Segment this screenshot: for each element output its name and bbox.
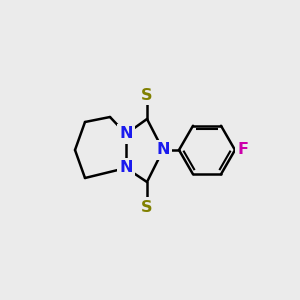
- Text: S: S: [141, 88, 153, 103]
- Text: N: N: [119, 127, 133, 142]
- Text: N: N: [119, 160, 133, 175]
- Text: N: N: [156, 142, 170, 158]
- Text: S: S: [141, 200, 153, 214]
- Text: F: F: [238, 142, 248, 158]
